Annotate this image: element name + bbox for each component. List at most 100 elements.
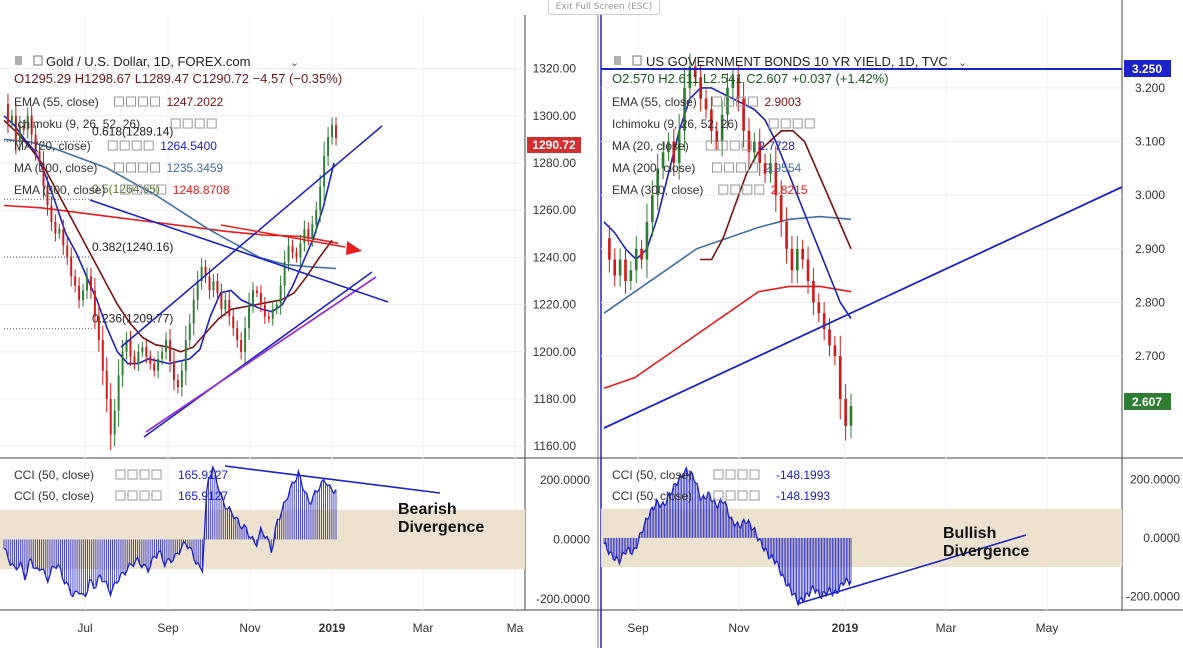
eye-icon[interactable] (712, 162, 722, 173)
eye-icon[interactable] (115, 490, 126, 501)
more-icon[interactable] (729, 140, 740, 151)
descending-trend-line[interactable] (89, 199, 389, 303)
price-axes[interactable]: 1320.00 1300.00 1280.00 1260.00 1240.00 1220.… (533, 62, 1181, 606)
settings-icon[interactable] (725, 469, 736, 480)
indicator-label[interactable]: MA (200, close) (612, 161, 695, 175)
more-icon[interactable] (792, 118, 803, 129)
indicator-label[interactable]: Ichimoku (9, 26, 52, 26) (612, 117, 738, 131)
close-icon[interactable] (150, 162, 160, 173)
indicator-label[interactable]: MA (200, close) (14, 161, 97, 175)
close-icon[interactable] (206, 118, 217, 129)
chevron-down-icon[interactable]: ⌄ (958, 57, 967, 69)
y-axis-label: 1200.00 (533, 345, 577, 359)
indicator-label[interactable]: MA (20, close) (612, 139, 689, 153)
projection-arrow-line[interactable] (220, 224, 346, 248)
more-icon[interactable] (736, 96, 746, 107)
gold-candle (153, 363, 156, 371)
close-icon[interactable] (741, 140, 752, 151)
more-icon[interactable] (138, 96, 148, 107)
settings-icon[interactable] (126, 96, 136, 107)
eye-icon[interactable] (107, 140, 118, 151)
cci-label[interactable]: CCI (50, close) (612, 489, 692, 503)
cci-label[interactable]: CCI (50, close) (612, 468, 692, 482)
settings-icon[interactable] (127, 469, 138, 480)
settings-icon[interactable] (119, 140, 130, 151)
settings-icon[interactable] (724, 96, 734, 107)
support-trend-line[interactable] (143, 271, 373, 438)
gold-candle (287, 245, 290, 263)
close-icon[interactable] (754, 184, 765, 195)
cci-axis-label: -200.0000 (1126, 589, 1180, 603)
cci-bullish-divergence-line[interactable] (796, 534, 1027, 605)
more-icon[interactable] (737, 490, 748, 501)
more-icon[interactable] (144, 184, 155, 195)
more-icon[interactable] (736, 162, 746, 173)
eye-icon[interactable] (115, 469, 126, 480)
bond-support-trend-line[interactable] (603, 186, 1123, 429)
close-icon[interactable] (150, 96, 160, 107)
channel-upper-line[interactable] (120, 125, 383, 348)
support-trend-line-purple[interactable] (145, 276, 377, 433)
more-icon[interactable] (194, 118, 205, 129)
drawn-trendlines[interactable] (89, 68, 1123, 605)
close-icon[interactable] (143, 140, 154, 151)
collapse-icon[interactable] (15, 56, 22, 65)
eye-icon[interactable] (718, 184, 729, 195)
cci-value: -148.1993 (776, 468, 830, 482)
close-icon[interactable] (748, 162, 758, 173)
more-icon[interactable] (139, 490, 150, 501)
eye-icon[interactable] (712, 96, 722, 107)
settings-icon[interactable] (127, 490, 138, 501)
close-icon[interactable] (804, 118, 815, 129)
eye-icon[interactable] (768, 118, 779, 129)
eye-icon[interactable] (170, 118, 181, 129)
settings-icon[interactable] (182, 118, 193, 129)
eye-icon[interactable] (713, 490, 724, 501)
bond-candle (774, 163, 778, 196)
close-icon[interactable] (749, 469, 760, 480)
eye-icon[interactable] (120, 184, 131, 195)
eye-icon[interactable] (705, 140, 716, 151)
eye-icon[interactable] (713, 469, 724, 480)
indicator-label[interactable]: EMA (55, close) (14, 95, 99, 109)
gold-candle (180, 370, 183, 388)
cci-label[interactable]: CCI (50, close) (14, 489, 94, 503)
close-icon[interactable] (749, 490, 760, 501)
indicator-label[interactable]: EMA (300, close) (14, 183, 105, 197)
eye-icon[interactable] (114, 162, 124, 173)
gold-candle (137, 351, 140, 364)
bond-candle (747, 130, 751, 153)
settings-icon[interactable] (725, 490, 736, 501)
close-icon[interactable] (151, 490, 162, 501)
cci-label[interactable]: CCI (50, close) (14, 468, 94, 482)
indicator-label[interactable]: EMA (55, close) (612, 95, 697, 109)
close-icon[interactable] (748, 96, 758, 107)
settings-icon[interactable] (780, 118, 791, 129)
more-icon[interactable] (138, 162, 148, 173)
chevron-down-icon[interactable]: ⌄ (290, 57, 299, 69)
collapse-icon[interactable] (614, 56, 621, 65)
more-icon[interactable] (742, 184, 753, 195)
left-title[interactable]: Gold / U.S. Dollar, 1D, FOREX.com (46, 54, 250, 69)
exit-fullscreen-button[interactable]: Exit Full Screen (ESC) (548, 0, 660, 15)
more-icon[interactable] (131, 140, 142, 151)
settings-icon[interactable] (126, 162, 136, 173)
settings-icon[interactable] (730, 184, 741, 195)
more-icon[interactable] (737, 469, 748, 480)
indicator-label[interactable]: MA (20, close) (14, 139, 91, 153)
cci-bearish-divergence-line[interactable] (224, 465, 441, 494)
eye-icon[interactable] (114, 96, 124, 107)
indicator-label[interactable]: Ichimoku (9, 26, 52, 26) (14, 117, 140, 131)
settings-icon[interactable] (724, 162, 734, 173)
more-icon[interactable] (139, 469, 150, 480)
indicator-label[interactable]: EMA (300, close) (612, 183, 703, 197)
right-title[interactable]: US GOVERNMENT BONDS 10 YR YIELD, 1D, TVC (646, 54, 948, 69)
settings-icon[interactable] (132, 184, 143, 195)
x-axis-label: Mar (936, 621, 957, 635)
time-axis[interactable]: Jul Sep Nov 2019 Mar Ma Sep Nov 2019 Mar May (77, 621, 1058, 635)
close-icon[interactable] (156, 184, 167, 195)
close-icon[interactable] (151, 469, 162, 480)
settings-icon[interactable] (717, 140, 728, 151)
bond-candle (801, 248, 804, 260)
